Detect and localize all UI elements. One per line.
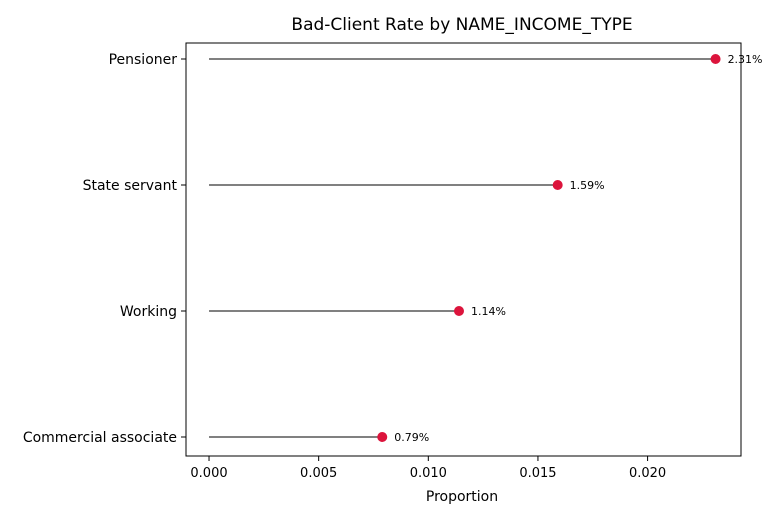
marker-pensioner xyxy=(710,54,721,64)
category-label-working: Working xyxy=(120,304,177,320)
value-label-commercial-associate: 0.79% xyxy=(394,431,429,444)
category-label-state-servant: State servant xyxy=(83,178,178,194)
marker-commercial-associate xyxy=(377,432,388,442)
value-label-state-servant: 1.59% xyxy=(570,179,605,192)
marker-working xyxy=(454,306,465,316)
value-label-working: 1.14% xyxy=(471,305,506,318)
marker-state-servant xyxy=(552,180,563,190)
x-tick-label-4: 0.020 xyxy=(629,466,666,481)
plot-frame xyxy=(185,42,742,457)
x-tick-label-0: 0.000 xyxy=(190,466,227,481)
value-labels-group: 2.31% 1.59% 1.14% 0.79% xyxy=(394,53,762,444)
x-tick-label-1: 0.005 xyxy=(300,466,337,481)
x-tick-label-3: 0.015 xyxy=(519,466,556,481)
chart-title: Bad-Client Rate by NAME_INCOME_TYPE xyxy=(291,15,632,35)
stems-group xyxy=(209,58,716,438)
y-axis: Pensioner State servant Working Commercial … xyxy=(23,52,186,446)
category-label-commercial-associate: Commercial associate xyxy=(23,430,177,446)
x-axis-title: Proportion xyxy=(426,489,498,505)
x-tick-label-2: 0.010 xyxy=(410,466,447,481)
x-axis: 0.000 0.005 0.010 0.015 0.020 xyxy=(190,456,666,481)
markers-group xyxy=(377,54,721,442)
category-label-pensioner: Pensioner xyxy=(109,52,178,68)
value-label-pensioner: 2.31% xyxy=(728,53,763,66)
